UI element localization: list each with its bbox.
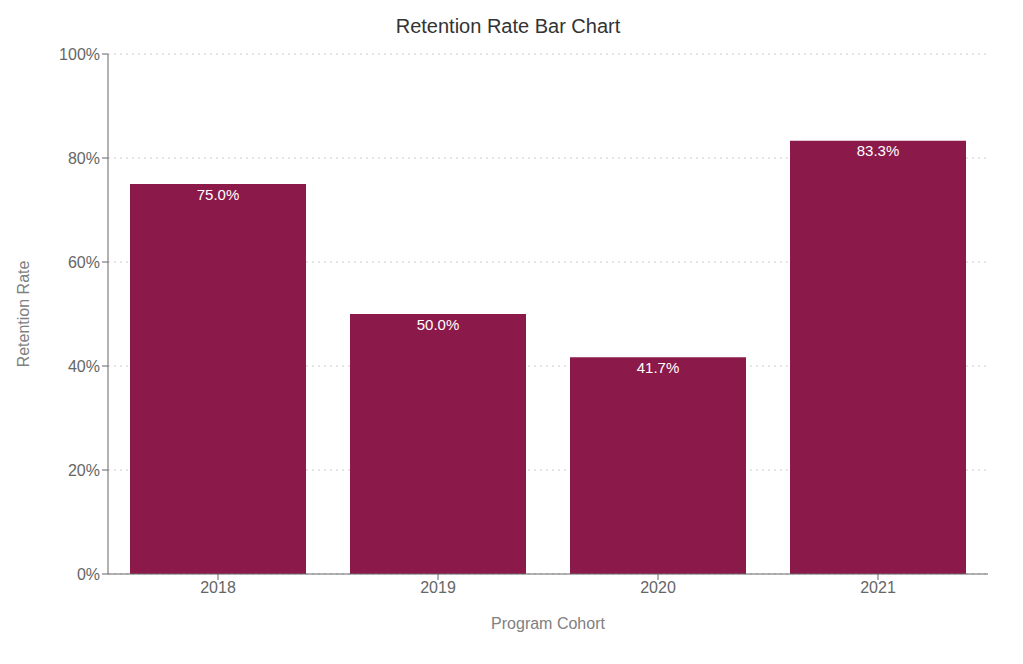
svg-text:2018: 2018: [200, 579, 236, 596]
html-text:Retention Rate Bar Chart: Retention Rate Bar Chart: [395, 15, 621, 37]
svg-text:83.3%: 83.3%: [857, 142, 900, 159]
svg-text:2019: 2019: [420, 579, 456, 596]
svg-text:80%: 80%: [68, 150, 100, 167]
svg-text:2021: 2021: [860, 579, 896, 596]
svg-text:41.7%: 41.7%: [637, 359, 680, 376]
svg-text:2020: 2020: [640, 579, 676, 596]
svg-text:0%: 0%: [77, 566, 100, 583]
svg-text:75.0%: 75.0%: [197, 186, 240, 203]
svg-text:50.0%: 50.0%: [417, 316, 460, 333]
svg-text:Program Cohort: Program Cohort: [491, 615, 605, 632]
svg-text:Retention Rate: Retention Rate: [15, 261, 32, 368]
svg-text:60%: 60%: [68, 254, 100, 271]
svg-text:100%: 100%: [59, 46, 100, 63]
svg-text:40%: 40%: [68, 358, 100, 375]
svg-text:20%: 20%: [68, 462, 100, 479]
